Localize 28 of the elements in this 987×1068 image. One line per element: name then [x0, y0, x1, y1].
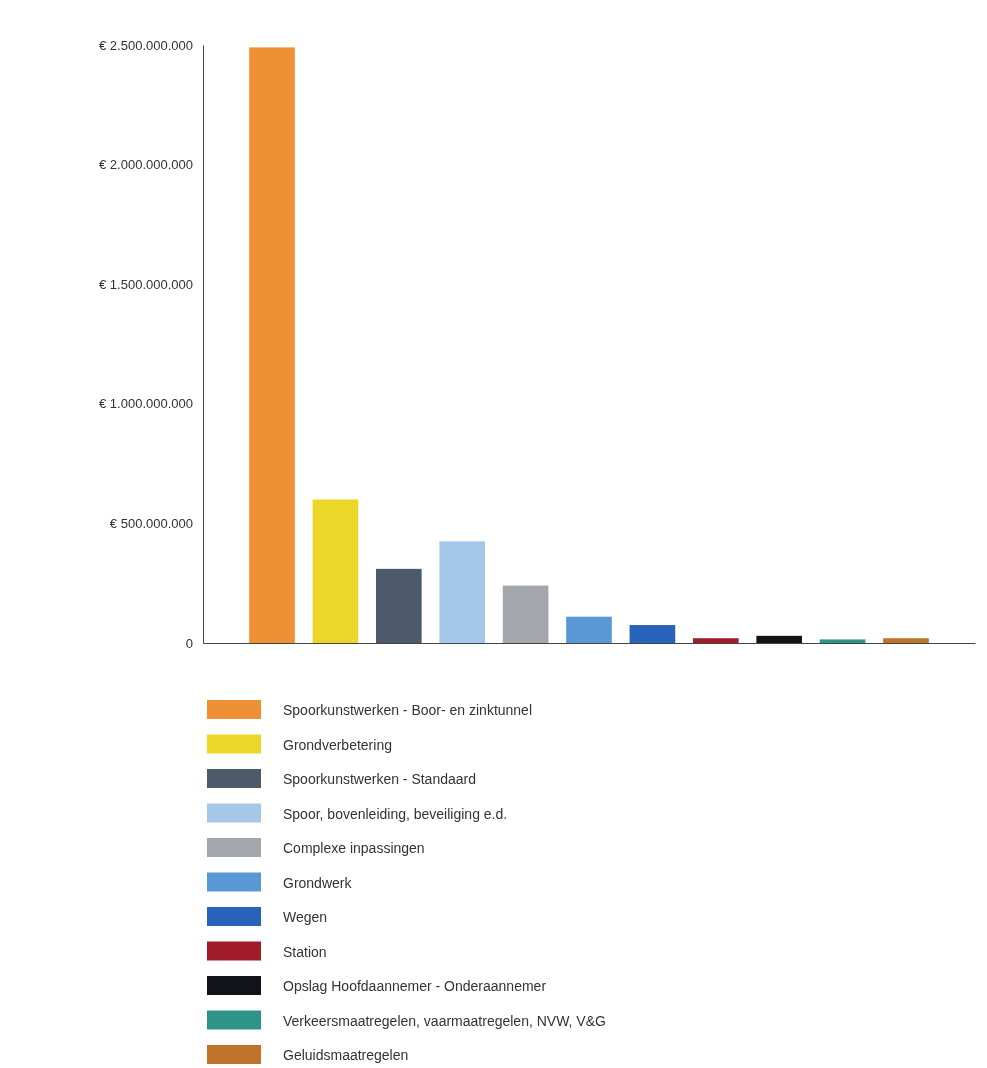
legend-label: Grondwerk — [283, 874, 353, 891]
legend-label: Complexe inpassingen — [283, 840, 425, 856]
legend-label: Verkeersmaatregelen, vaarmaatregelen, NVW, V&G — [283, 1012, 606, 1029]
bar — [376, 568, 422, 643]
y-tick-label: € 1.000.000.000 — [99, 396, 193, 412]
bar — [566, 616, 612, 643]
y-tick-label: € 500.000.000 — [109, 516, 193, 532]
bar — [756, 635, 802, 643]
bar — [692, 638, 739, 643]
legend-label: Opslag Hoofdaannemer - Onderaannemer — [283, 978, 547, 994]
legend-label: Spoorkunstwerken - Standaard — [283, 771, 476, 787]
y-tick-label: € 2.500.000.000 — [99, 37, 193, 53]
bar — [629, 625, 676, 643]
legend-label: Station — [283, 943, 327, 960]
bar — [312, 499, 359, 643]
legend-label: Wegen — [283, 909, 328, 925]
bar — [502, 585, 549, 643]
y-tick-label: 0 — [185, 635, 193, 651]
bar — [249, 47, 295, 643]
y-tick-label: € 1.500.000.000 — [99, 276, 193, 292]
legend-label: Grondverbetering — [283, 736, 392, 753]
legend-label: Spoor, bovenleiding, beveiliging e.d. — [283, 805, 508, 822]
y-tick-label: € 2.000.000.000 — [99, 157, 193, 173]
bar — [439, 541, 486, 643]
bar — [883, 638, 929, 643]
bar — [819, 639, 866, 643]
legend-label: Geluidsmaatregelen — [283, 1047, 409, 1063]
legend-label: Spoorkunstwerken - Boor- en zinktunnel — [283, 702, 533, 718]
